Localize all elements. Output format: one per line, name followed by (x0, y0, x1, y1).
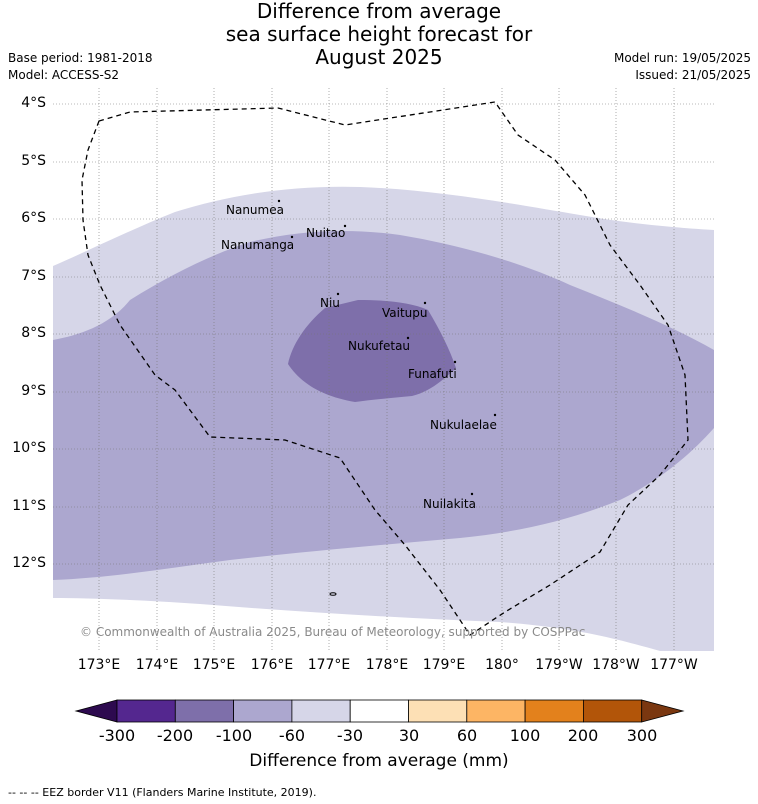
colorbar-bin-2 (174, 699, 235, 723)
lon-label-178e: 178°E (365, 657, 409, 673)
lon-label-177w: 177°W (650, 657, 698, 673)
colorbar-tick-6: 30 (398, 726, 420, 745)
place-nanumanga: Nanumanga (221, 238, 295, 252)
lon-label-177e: 177°E (307, 657, 351, 673)
model-text: Model: ACCESS-S2 (8, 68, 120, 82)
lat-label-8s: 8°S (21, 325, 46, 341)
eez-legend-note: -- -- -- EEZ border V11 (Flanders Marine… (8, 786, 317, 799)
colorbar-bin-3 (233, 699, 293, 723)
graticule (53, 88, 714, 651)
colorbar-extend-high (641, 699, 685, 723)
island-nanumea (277, 199, 281, 203)
lon-label-174e: 174°E (135, 657, 179, 673)
eez-border (81, 101, 689, 636)
lon-label-173e: 173°E (77, 657, 121, 673)
copyright-text: © Commonwealth of Australia 2025, Bureau… (80, 625, 586, 639)
colorbar-tick-9: 200 (567, 726, 599, 745)
colorbar-tick-1: -300 (98, 726, 136, 745)
model-run-text: Model run: 19/05/2025 (613, 51, 751, 65)
lat-label-10s: 10°S (12, 440, 46, 456)
place-nuitao: Nuitao (306, 226, 346, 240)
place-funafuti: Funafuti (408, 367, 457, 381)
colorbar-tick-4: -60 (278, 726, 306, 745)
colorbar-bin-9 (583, 699, 643, 723)
colorbar-bin-7 (466, 699, 526, 723)
lat-label-4s: 4°S (21, 95, 46, 111)
island-nanumanga (290, 235, 294, 239)
contour-band-minus100-minus60 (53, 230, 714, 581)
island-nukulaelae (493, 413, 497, 417)
meta-left: Base period: 1981-2018 Model: ACCESS-S2 (8, 50, 153, 84)
lon-label-176e: 176°E (250, 657, 294, 673)
place-nukufetau: Nukufetau (348, 339, 411, 353)
island-nuilakita (470, 492, 474, 496)
title-line-3: August 2025 (315, 45, 443, 69)
base-period-text: Base period: 1981-2018 (8, 51, 153, 65)
lon-label-180: 180° (485, 657, 519, 673)
lon-label-178w: 178°W (592, 657, 640, 673)
map-title: Difference from average sea surface heig… (0, 0, 758, 69)
place-nuilakita: Nuilakita (423, 497, 476, 511)
colorbar-tick-8: 100 (509, 726, 541, 745)
map-area (53, 88, 714, 651)
colorbar-tick-2: -200 (156, 726, 194, 745)
colorbar-tick-5: -30 (336, 726, 364, 745)
lat-label-11s: 11°S (12, 498, 46, 514)
place-niu: Niu (320, 296, 340, 310)
lon-label-179w: 179°W (535, 657, 583, 673)
lon-label-179e: 179°E (422, 657, 466, 673)
lat-label-5s: 5°S (21, 153, 46, 169)
islands (277, 199, 497, 596)
colorbar-tick-3: -100 (215, 726, 253, 745)
island-vaitupu (423, 301, 427, 305)
place-vaitupu: Vaitupu (382, 306, 428, 320)
colorbar-bin-1 (116, 699, 176, 723)
island-small-south (329, 592, 337, 596)
island-niu (336, 292, 340, 296)
colorbar-bin-5 (349, 699, 409, 723)
lat-label-7s: 7°S (21, 268, 46, 284)
place-nukulaelae: Nukulaelae (430, 418, 497, 432)
lat-label-6s: 6°S (21, 210, 46, 226)
lat-label-9s: 9°S (21, 383, 46, 399)
colorbar-bin-4 (291, 699, 351, 723)
colorbar-bin-6 (408, 699, 468, 723)
lat-label-12s: 12°S (12, 555, 46, 571)
place-nanumea: Nanumea (226, 203, 284, 217)
colorbar-title: Difference from average (mm) (249, 751, 509, 771)
island-nukufetau (406, 336, 410, 340)
colorbar (74, 699, 685, 723)
colorbar-tick-10: 300 (626, 726, 658, 745)
lon-label-175e: 175°E (192, 657, 236, 673)
contour-band-minus200-minus100 (288, 300, 456, 402)
title-line-1: Difference from average (256, 0, 502, 23)
colorbar-bin-8 (524, 699, 584, 723)
meta-right: Model run: 19/05/2025 Issued: 21/05/2025 (614, 50, 751, 84)
island-funafuti (453, 360, 457, 364)
issued-text: Issued: 21/05/2025 (635, 68, 751, 82)
title-line-2: sea surface height forecast for (225, 22, 533, 46)
colorbar-tick-7: 60 (456, 726, 478, 745)
colorbar-extend-low (74, 699, 118, 723)
island-nuitao (343, 224, 347, 228)
